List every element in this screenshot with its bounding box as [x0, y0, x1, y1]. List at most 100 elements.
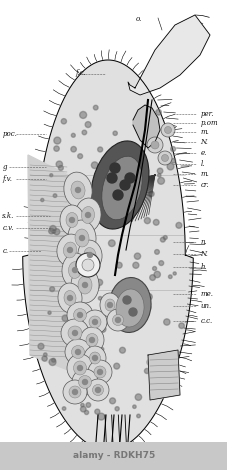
- Circle shape: [82, 130, 86, 135]
- Ellipse shape: [57, 234, 83, 266]
- Circle shape: [65, 238, 69, 243]
- Circle shape: [109, 398, 115, 404]
- Circle shape: [79, 111, 86, 118]
- Circle shape: [80, 327, 87, 333]
- Text: un.: un.: [200, 301, 211, 310]
- Text: p.om: p.om: [200, 119, 217, 127]
- Ellipse shape: [106, 309, 128, 331]
- Ellipse shape: [66, 212, 78, 227]
- Ellipse shape: [81, 206, 94, 224]
- Circle shape: [170, 158, 175, 163]
- Circle shape: [157, 177, 164, 184]
- Ellipse shape: [69, 386, 81, 398]
- Text: per.: per.: [200, 110, 213, 118]
- Circle shape: [43, 353, 47, 356]
- Ellipse shape: [73, 361, 86, 375]
- Circle shape: [87, 252, 92, 258]
- Ellipse shape: [73, 308, 86, 321]
- Circle shape: [49, 228, 54, 234]
- Circle shape: [85, 122, 91, 127]
- Text: cr.: cr.: [200, 180, 208, 189]
- Text: f.v.: f.v.: [2, 174, 12, 183]
- Circle shape: [67, 296, 72, 300]
- Circle shape: [42, 356, 47, 361]
- Circle shape: [94, 284, 99, 289]
- Ellipse shape: [65, 339, 91, 365]
- Ellipse shape: [78, 376, 91, 389]
- Circle shape: [99, 347, 103, 352]
- Circle shape: [54, 228, 59, 235]
- Polygon shape: [127, 15, 209, 95]
- Circle shape: [125, 175, 132, 181]
- Circle shape: [172, 272, 175, 275]
- Circle shape: [144, 368, 149, 374]
- Circle shape: [52, 358, 55, 362]
- Text: f.c.: f.c.: [75, 69, 86, 77]
- Text: c.p.: c.p.: [96, 452, 109, 460]
- Circle shape: [62, 407, 66, 410]
- Circle shape: [99, 377, 102, 380]
- Text: c.v.: c.v.: [2, 224, 14, 232]
- Circle shape: [96, 279, 102, 285]
- Circle shape: [69, 218, 74, 222]
- Circle shape: [106, 173, 116, 183]
- Ellipse shape: [67, 354, 93, 382]
- Circle shape: [49, 287, 54, 291]
- Circle shape: [76, 253, 100, 277]
- Circle shape: [75, 350, 80, 354]
- Circle shape: [163, 319, 169, 325]
- Circle shape: [49, 226, 56, 232]
- Ellipse shape: [101, 156, 142, 220]
- Circle shape: [99, 326, 106, 332]
- Circle shape: [135, 394, 141, 400]
- Circle shape: [132, 405, 136, 408]
- Circle shape: [142, 310, 148, 317]
- Ellipse shape: [105, 299, 114, 311]
- Circle shape: [54, 137, 61, 144]
- Text: m.: m.: [200, 127, 209, 136]
- Circle shape: [122, 314, 126, 318]
- Circle shape: [72, 267, 77, 273]
- Circle shape: [160, 123, 174, 137]
- Circle shape: [116, 262, 122, 268]
- Bar: [0, 442, 227, 470]
- Ellipse shape: [83, 310, 106, 334]
- Circle shape: [163, 235, 167, 240]
- Ellipse shape: [92, 384, 103, 395]
- Circle shape: [82, 282, 87, 288]
- Circle shape: [88, 368, 95, 375]
- Circle shape: [158, 261, 163, 266]
- Circle shape: [49, 174, 52, 177]
- Circle shape: [75, 295, 79, 300]
- Circle shape: [132, 262, 138, 268]
- Ellipse shape: [94, 366, 106, 378]
- Circle shape: [144, 305, 150, 311]
- Circle shape: [141, 297, 147, 302]
- Ellipse shape: [116, 289, 143, 327]
- Ellipse shape: [64, 172, 92, 208]
- Circle shape: [58, 165, 63, 170]
- Circle shape: [82, 379, 87, 384]
- Circle shape: [113, 190, 122, 200]
- Circle shape: [115, 318, 120, 322]
- Ellipse shape: [71, 345, 84, 359]
- Circle shape: [77, 313, 82, 318]
- Circle shape: [150, 141, 158, 149]
- Circle shape: [153, 219, 158, 225]
- Polygon shape: [147, 350, 179, 400]
- Circle shape: [48, 311, 51, 314]
- Ellipse shape: [91, 141, 148, 229]
- Ellipse shape: [63, 242, 76, 258]
- Ellipse shape: [68, 261, 81, 279]
- Circle shape: [149, 274, 155, 281]
- Polygon shape: [28, 155, 70, 370]
- Circle shape: [64, 244, 67, 247]
- Circle shape: [139, 187, 142, 190]
- Text: o.: o.: [135, 15, 142, 23]
- Circle shape: [71, 147, 76, 152]
- Circle shape: [92, 320, 97, 324]
- Circle shape: [89, 321, 94, 327]
- Ellipse shape: [72, 369, 98, 395]
- Circle shape: [108, 240, 115, 247]
- Circle shape: [97, 413, 104, 420]
